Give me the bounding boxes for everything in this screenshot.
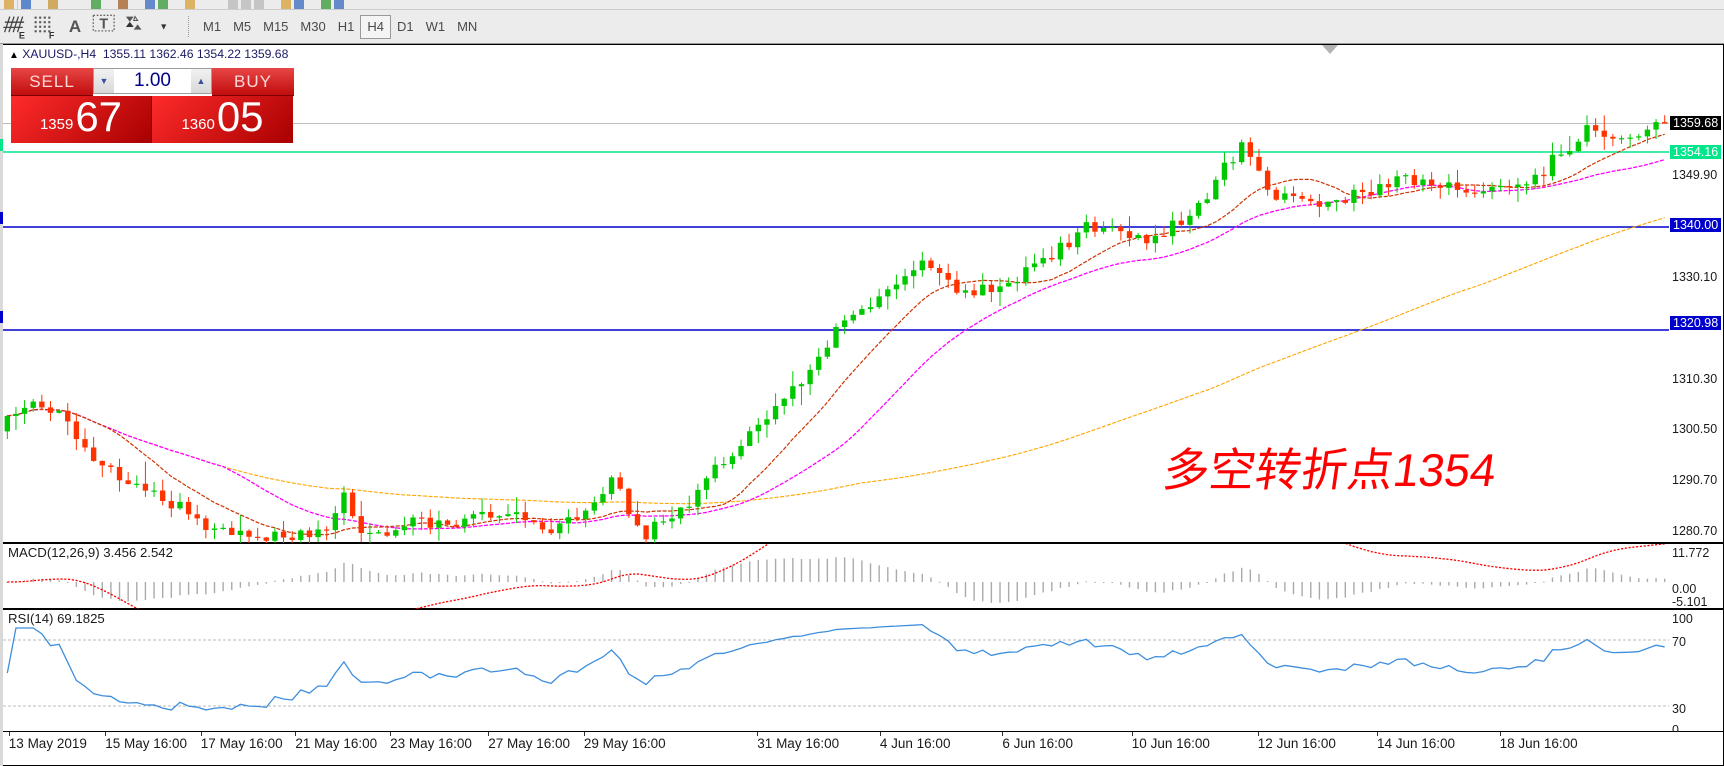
svg-text:F: F <box>49 30 55 39</box>
svg-text:T: T <box>99 16 108 32</box>
svg-text:E: E <box>19 30 25 39</box>
